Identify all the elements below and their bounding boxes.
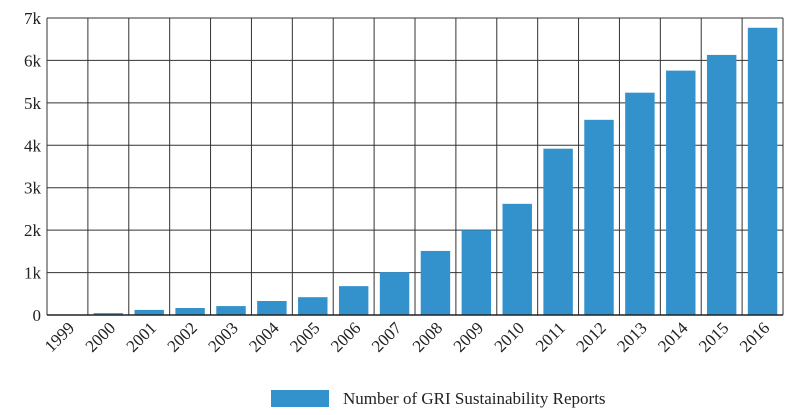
bar bbox=[543, 148, 573, 315]
bar bbox=[175, 307, 205, 315]
legend-swatch bbox=[271, 390, 329, 407]
bar bbox=[338, 286, 369, 315]
x-tick-label: 2007 bbox=[368, 318, 406, 356]
x-tick-label: 1999 bbox=[41, 318, 78, 355]
x-tick-label: 2010 bbox=[491, 318, 528, 355]
x-tick-label: 2005 bbox=[286, 318, 323, 355]
bar bbox=[298, 297, 328, 315]
legend-label: Number of GRI Sustainability Reports bbox=[343, 389, 606, 408]
bar bbox=[706, 54, 737, 316]
bar bbox=[666, 70, 696, 316]
y-tick-label: 2k bbox=[24, 221, 42, 240]
x-tick-label: 2003 bbox=[204, 318, 241, 355]
y-tick-label: 4k bbox=[24, 136, 42, 155]
x-tick-label: 2001 bbox=[123, 318, 160, 355]
x-tick-label: 2016 bbox=[736, 318, 773, 355]
x-tick-label: 2009 bbox=[450, 318, 487, 355]
y-tick-label: 5k bbox=[24, 94, 42, 113]
x-tick-label: 2014 bbox=[654, 318, 692, 356]
x-tick-label: 2004 bbox=[245, 318, 283, 356]
x-tick-label: 2011 bbox=[532, 318, 569, 355]
y-tick-label: 6k bbox=[24, 51, 42, 70]
x-tick-label: 2012 bbox=[572, 318, 609, 355]
grid bbox=[46, 17, 784, 316]
x-tick-label: 2015 bbox=[695, 318, 732, 355]
bar bbox=[461, 230, 492, 315]
bar bbox=[584, 119, 614, 315]
y-tick-label: 1k bbox=[24, 264, 42, 283]
bar bbox=[216, 306, 246, 315]
bar bbox=[747, 27, 778, 315]
bar bbox=[502, 203, 532, 315]
y-tick-label: 7k bbox=[24, 9, 42, 28]
x-tick-label: 2006 bbox=[327, 318, 364, 355]
bar bbox=[134, 309, 164, 315]
x-tick-label: 2002 bbox=[163, 318, 200, 355]
bar bbox=[379, 272, 410, 315]
bar bbox=[625, 92, 655, 315]
x-tick-label: 2008 bbox=[409, 318, 446, 355]
y-tick-label: 0 bbox=[33, 306, 42, 325]
bar bbox=[420, 250, 451, 315]
x-tick-label: 2013 bbox=[613, 318, 650, 355]
bar bbox=[257, 300, 287, 315]
bar bbox=[93, 313, 124, 315]
x-tick-label: 2000 bbox=[82, 318, 119, 355]
y-tick-label: 3k bbox=[24, 179, 42, 198]
